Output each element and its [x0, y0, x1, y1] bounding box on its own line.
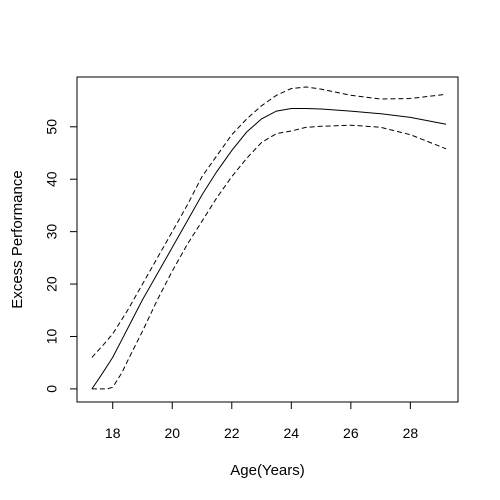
fit-line [91, 108, 447, 390]
y-tick-label: 30 [44, 224, 60, 240]
series-layer [91, 86, 447, 390]
x-tick-label: 28 [403, 425, 419, 441]
x-tick-label: 26 [343, 425, 359, 441]
lower-band-line [91, 124, 447, 390]
x-axis-title: Age(Years) [230, 462, 305, 479]
x-tick-label: 18 [105, 425, 121, 441]
plot-frame [76, 76, 459, 403]
x-tick-label: 22 [224, 425, 240, 441]
y-tick-label: 10 [44, 328, 60, 344]
y-axis-title: Excess Performance [9, 170, 26, 308]
upper-band-line [91, 86, 447, 358]
y-tick-label: 50 [44, 119, 60, 135]
x-axis: 18 20 22 24 26 28 [105, 401, 419, 441]
x-tick-label: 24 [284, 425, 300, 441]
x-tick-label: 20 [164, 425, 180, 441]
y-tick-label: 20 [44, 276, 60, 292]
y-tick-label: 40 [44, 171, 60, 187]
y-axis: 0 10 20 30 40 50 [44, 119, 78, 393]
y-tick-label: 0 [44, 385, 60, 393]
